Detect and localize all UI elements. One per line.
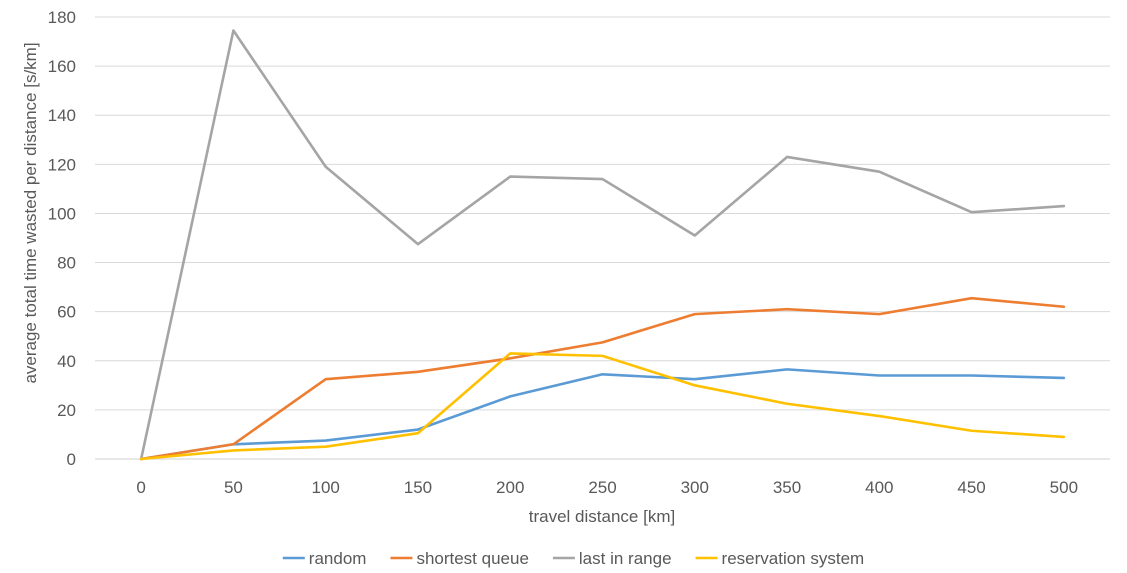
- legend-label: shortest queue: [416, 549, 528, 568]
- x-axis-title: travel distance [km]: [529, 507, 675, 526]
- x-tick-label: 400: [865, 478, 893, 497]
- x-tick-label: 250: [588, 478, 616, 497]
- x-tick-label: 150: [404, 478, 432, 497]
- legend-label: random: [309, 549, 367, 568]
- y-tick-label: 80: [57, 254, 76, 273]
- y-tick-label: 160: [48, 57, 76, 76]
- legend-item: last in range: [552, 549, 672, 568]
- x-tick-label: 100: [311, 478, 339, 497]
- series-lines: [139, 29, 1066, 461]
- legend-label: reservation system: [722, 549, 865, 568]
- x-tick-label: 450: [957, 478, 985, 497]
- y-tick-label: 100: [48, 204, 76, 223]
- x-tick-label: 300: [681, 478, 709, 497]
- series-line-shortest-queue: [139, 296, 1066, 461]
- series-line-last-in-range: [139, 29, 1066, 461]
- legend-item: shortest queue: [390, 549, 529, 568]
- x-tick-label: 0: [136, 478, 145, 497]
- legend: random shortest queue last in range reserva…: [282, 549, 865, 568]
- y-tick-label: 180: [48, 8, 76, 27]
- x-tick-label: 50: [224, 478, 243, 497]
- legend-label: last in range: [579, 549, 672, 568]
- y-tick-label: 0: [67, 450, 76, 469]
- y-tick-label: 120: [48, 155, 76, 174]
- y-tick-label: 40: [57, 352, 76, 371]
- gridlines: [95, 16, 1110, 460]
- y-tick-label: 140: [48, 106, 76, 125]
- y-tick-label: 60: [57, 303, 76, 322]
- x-tick-label: 500: [1050, 478, 1078, 497]
- y-tick-label: 20: [57, 401, 76, 420]
- x-tick-label: 350: [773, 478, 801, 497]
- legend-item: random: [282, 549, 367, 568]
- legend-item: reservation system: [695, 549, 865, 568]
- y-axis-title: average total time wasted per distance […: [21, 42, 40, 383]
- x-axis-tick-labels: 0 50 100 150 200 250 300 350 400 450 500: [136, 478, 1078, 497]
- series-line-reservation-system: [139, 352, 1066, 461]
- x-tick-label: 200: [496, 478, 524, 497]
- y-axis-tick-labels: 0 20 40 60 80 100 120 140 160 180: [48, 8, 76, 469]
- series-line-random: [139, 368, 1066, 461]
